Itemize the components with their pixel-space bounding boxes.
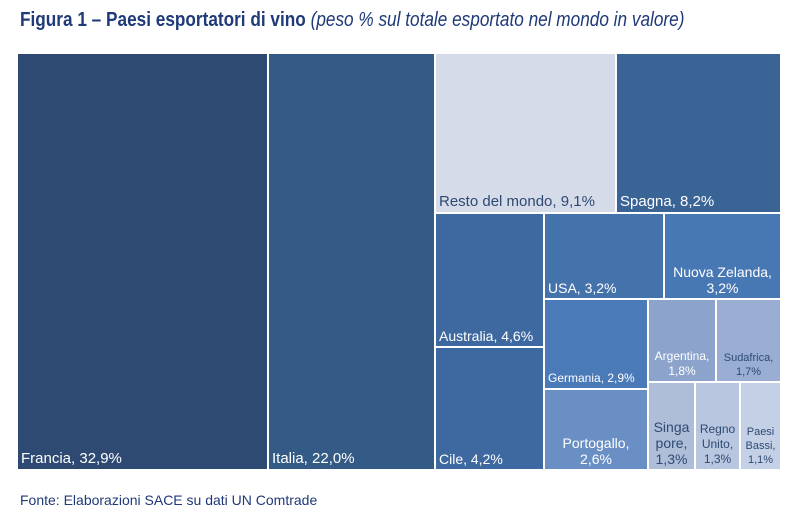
treemap-cell-resto-del-mondo: Resto del mondo, 9,1% (435, 53, 616, 213)
treemap-label: USA, 3,2% (548, 280, 617, 296)
treemap-label: Francia, 32,9% (21, 450, 122, 467)
treemap-cell-italia: Italia, 22,0% (268, 53, 435, 470)
treemap-label: Germania, 2,9% (548, 371, 635, 385)
source-note: Fonte: Elaborazioni SACE su dati UN Comt… (20, 492, 318, 508)
treemap-label: Singa pore, 1,3% (653, 419, 690, 467)
treemap-cell-paesi-bassi: Paesi Bassi, 1,1% (740, 382, 781, 470)
chart-title-subtitle: (peso % sul totale esportato nel mondo i… (310, 9, 685, 31)
treemap-label: Cile, 4,2% (439, 451, 503, 467)
treemap-cell-usa: USA, 3,2% (544, 213, 664, 299)
treemap-label: Australia, 4,6% (439, 328, 534, 344)
treemap-label: Portogallo, 2,6% (562, 435, 630, 467)
treemap-cell-singapore: Singa pore, 1,3% (648, 382, 695, 470)
treemap-cell-sudafrica: Sudafrica, 1,7% (716, 299, 781, 382)
treemap-label: Spagna, 8,2% (620, 193, 715, 210)
treemap-cell-argentina: Argentina, 1,8% (648, 299, 716, 382)
chart-title-main: Figura 1 – Paesi esportatori di vino (20, 9, 306, 31)
treemap-cell-cile: Cile, 4,2% (435, 347, 544, 470)
treemap-label: Sudafrica, 1,7% (723, 352, 774, 378)
treemap-cell-nuova-zelanda: Nuova Zelanda, 3,2% (664, 213, 781, 299)
treemap-cell-spagna: Spagna, 8,2% (616, 53, 781, 213)
chart-title: Figura 1 – Paesi esportatori di vino (pe… (20, 9, 684, 32)
treemap-label: Nuova Zelanda, 3,2% (673, 264, 772, 296)
treemap-label: Italia, 22,0% (272, 450, 355, 467)
treemap-label: Argentina, 1,8% (654, 349, 710, 378)
treemap-label: Regno Unito, 1,3% (699, 422, 736, 466)
treemap-cell-australia: Australia, 4,6% (435, 213, 544, 347)
treemap-cell-francia: Francia, 32,9% (17, 53, 268, 470)
treemap-label: Paesi Bassi, 1,1% (745, 426, 776, 466)
treemap-cell-portogallo: Portogallo, 2,6% (544, 389, 648, 470)
treemap-cell-regno-unito: Regno Unito, 1,3% (695, 382, 740, 470)
treemap-cell-germania: Germania, 2,9% (544, 299, 648, 389)
treemap-label: Resto del mondo, 9,1% (439, 193, 595, 210)
